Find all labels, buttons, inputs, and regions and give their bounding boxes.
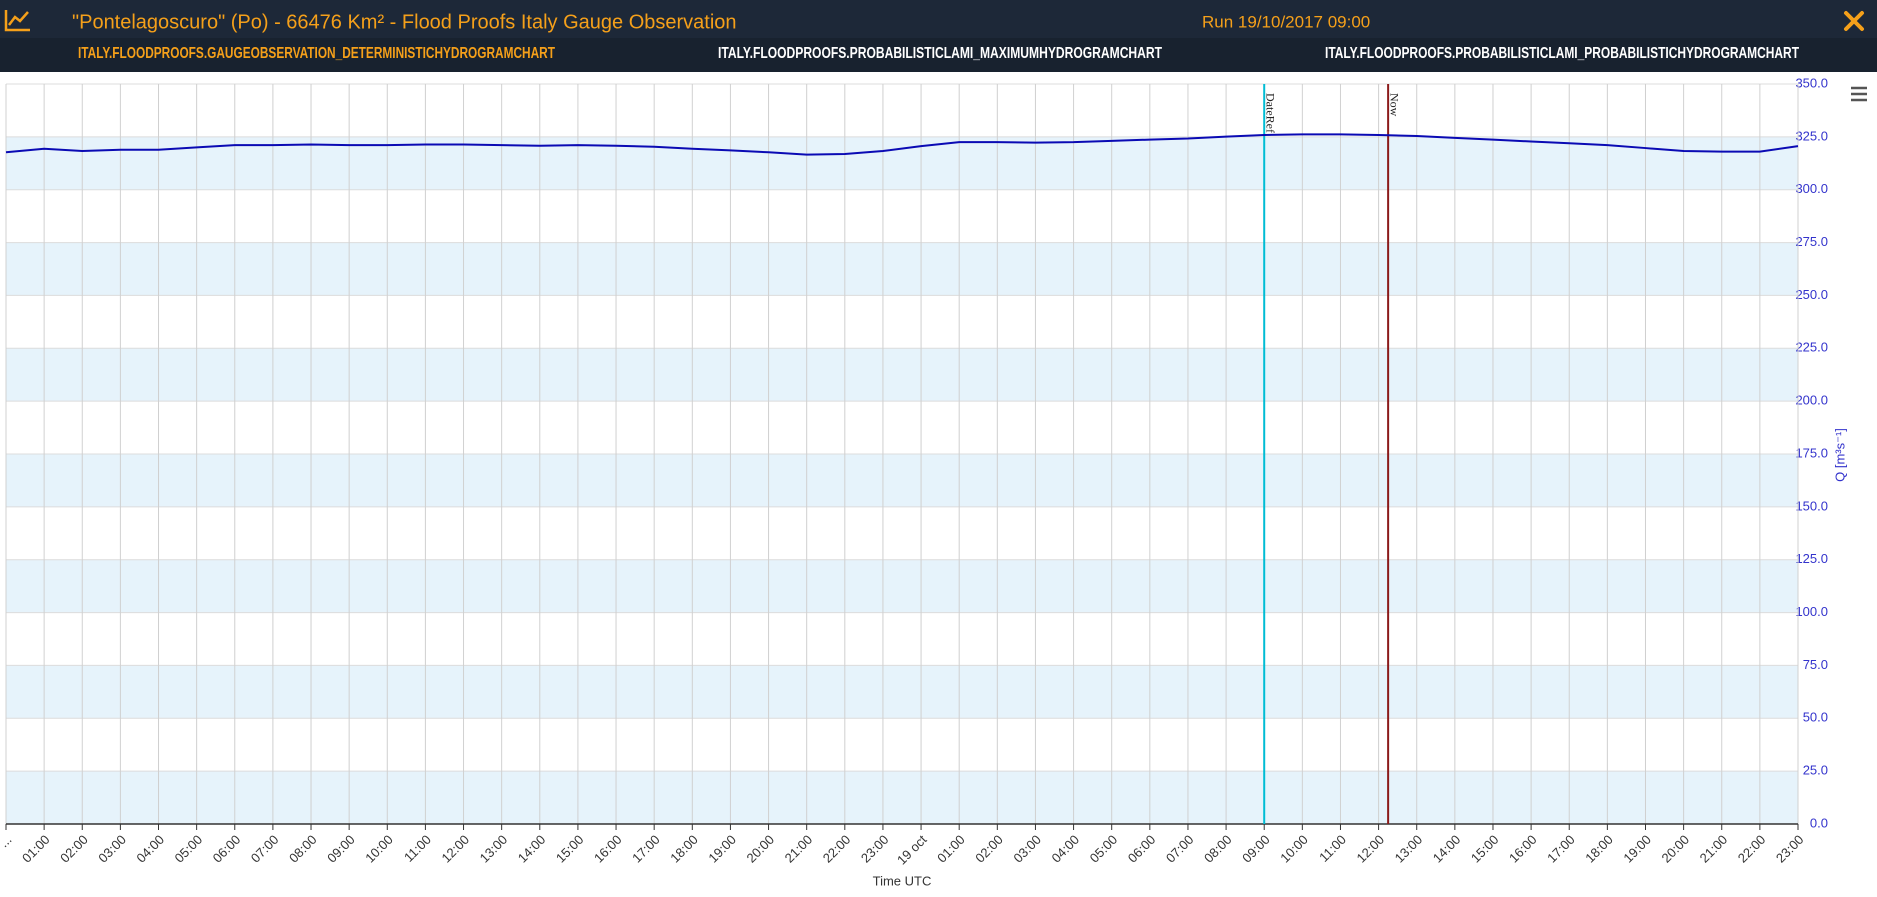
- plot-band: [6, 559, 1798, 613]
- x-tick-label: 01:00: [19, 832, 53, 866]
- x-tick-label: 03:00: [1010, 832, 1044, 866]
- x-tick-label: 17:00: [629, 832, 663, 866]
- x-tick-label: 07:00: [1163, 832, 1197, 866]
- x-tick-label: 16:00: [591, 832, 625, 866]
- x-tick-label: 21:00: [782, 832, 816, 866]
- x-tick-label: 14:00: [515, 832, 549, 866]
- y-tick-label: 200.0: [1795, 393, 1828, 408]
- x-tick-label: 22:00: [820, 832, 854, 866]
- y-tick-label: 350.0: [1795, 75, 1828, 90]
- y-tick-label: 300.0: [1795, 181, 1828, 196]
- x-tick-label: 20:00: [743, 832, 777, 866]
- x-tick-label: 12:00: [1354, 832, 1388, 866]
- y-tick-label: 0.0: [1810, 815, 1828, 830]
- x-tick-label: 18:00: [667, 832, 701, 866]
- title-bar: [0, 0, 1877, 38]
- x-tick-label: 15:00: [553, 832, 587, 866]
- series-line: [5, 133, 1799, 156]
- y-tick-label: 225.0: [1795, 340, 1828, 355]
- x-tick-label: 03:00: [95, 832, 129, 866]
- x-tick-label: 02:00: [57, 832, 91, 866]
- x-tick-label: 11:00: [1316, 832, 1349, 865]
- chart-icon: [4, 10, 30, 32]
- tab-bar: [0, 38, 1877, 72]
- x-tick-label: 18:00: [1582, 832, 1616, 866]
- x-tick-label: 16:00: [1506, 832, 1540, 866]
- x-tick-label: 10:00: [1277, 832, 1311, 866]
- x-tick-label: 17:00: [1544, 832, 1578, 866]
- x-tick-label: 20:00: [1659, 832, 1693, 866]
- x-tick-label: 23:00: [858, 832, 892, 866]
- x-tick-label: 22:00: [1735, 832, 1769, 866]
- plot-area: 0.0 25.0 50.0 75.0 100.0 125.0 150.0 175.0 200.0…: [0, 75, 1828, 867]
- y-axis-title: Q [m³s⁻¹]: [1832, 428, 1847, 482]
- x-tick-label: 06:00: [210, 832, 244, 866]
- y-tick-label: 325.0: [1795, 128, 1828, 143]
- x-tick-label: 19 oct: [894, 832, 930, 868]
- plot-line-label: Now: [1387, 93, 1401, 117]
- x-tick-label: 04:00: [1049, 832, 1083, 866]
- x-tick-label: 10:00: [362, 832, 396, 866]
- y-tick-label: 100.0: [1795, 604, 1828, 619]
- plot-band: [6, 136, 1798, 190]
- x-tick-label: 13:00: [1392, 832, 1426, 866]
- y-tick-label: 275.0: [1795, 234, 1828, 249]
- y-tick-label: 150.0: [1795, 498, 1828, 513]
- x-tick-label: 02:00: [972, 832, 1006, 866]
- plot-band: [6, 454, 1798, 507]
- x-tick-label: 14:00: [1430, 832, 1464, 866]
- window-title: "Pontelagoscuro" (Po) - 66476 Km² - Floo…: [72, 11, 737, 33]
- x-tick-label: 08:00: [286, 832, 320, 866]
- y-tick-label: 250.0: [1795, 287, 1828, 302]
- close-button[interactable]: [1844, 11, 1864, 31]
- x-tick-label: 05:00: [1087, 832, 1121, 866]
- x-tick-label: 23:00: [1773, 832, 1807, 866]
- plot-band: [6, 348, 1798, 402]
- x-tick-label: 15:00: [1468, 832, 1502, 866]
- x-tick-label: 01:00: [934, 832, 968, 866]
- x-tick-label: 11:00: [401, 832, 434, 865]
- y-tick-label: 125.0: [1795, 551, 1828, 566]
- plot-line-label: DateRef: [1263, 93, 1277, 133]
- menu-button[interactable]: [1851, 86, 1867, 102]
- tab[interactable]: ITALY.FLOODPROOFS.GAUGEOBSERVATION_DETER…: [78, 45, 555, 62]
- x-tick-label: 08:00: [1201, 832, 1235, 866]
- plot-band: [6, 665, 1798, 719]
- plot-band: [6, 771, 1798, 824]
- x-tick-label: 19:00: [705, 832, 739, 866]
- plot-band: [6, 242, 1798, 296]
- x-tick-label: 06:00: [1125, 832, 1159, 866]
- x-tick-label: ...: [0, 832, 15, 850]
- x-tick-label: 07:00: [248, 832, 282, 866]
- tab[interactable]: ITALY.FLOODPROOFS.PROBABILISTICLAMI_MAXI…: [718, 45, 1162, 62]
- x-tick-label: 12:00: [438, 832, 472, 866]
- x-tick-label: 19:00: [1620, 832, 1654, 866]
- x-tick-label: 09:00: [324, 832, 358, 866]
- x-tick-label: 05:00: [172, 832, 206, 866]
- tab[interactable]: ITALY.FLOODPROOFS.PROBABILISTICLAMI_PROB…: [1325, 45, 1799, 62]
- y-tick-label: 25.0: [1803, 763, 1828, 778]
- y-tick-label: 175.0: [1795, 445, 1828, 460]
- x-axis-title: Time UTC: [873, 873, 932, 888]
- x-tick-label: 09:00: [1239, 832, 1273, 866]
- x-tick-label: 21:00: [1697, 832, 1731, 866]
- run-label: Run 19/10/2017 09:00: [1202, 12, 1370, 31]
- x-tick-label: 13:00: [477, 832, 511, 866]
- x-tick-label: 04:00: [133, 832, 167, 866]
- y-tick-label: 50.0: [1803, 710, 1828, 725]
- y-tick-label: 75.0: [1803, 657, 1828, 672]
